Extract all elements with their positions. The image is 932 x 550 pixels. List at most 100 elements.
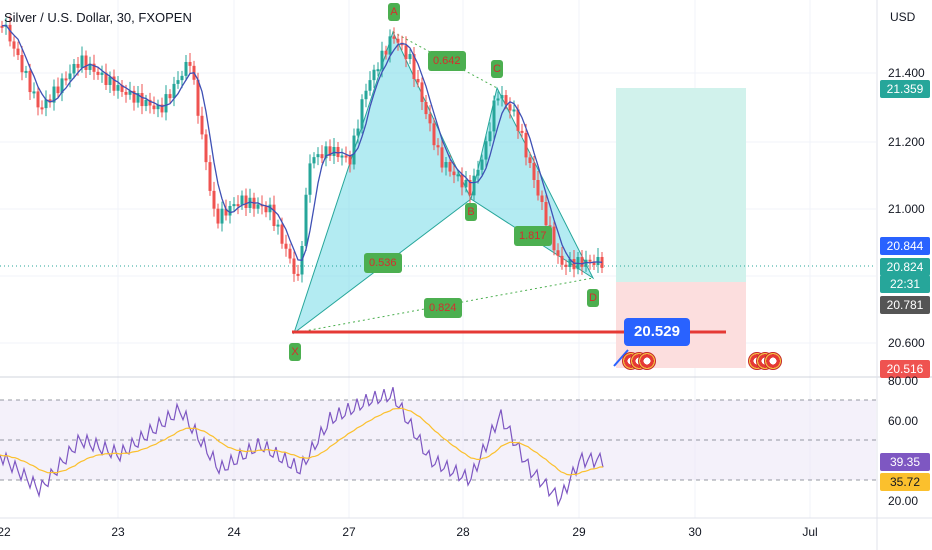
candle-body [172,83,176,99]
candle-body [340,155,344,158]
candle-body [440,147,444,168]
candle-body [32,91,36,94]
pattern-point-x[interactable]: X [289,343,301,361]
price-tick-label: 21.400 [888,66,925,80]
candle-body [40,107,44,110]
candle-body [184,61,188,76]
candle-body [284,243,288,249]
candle-body [160,104,164,113]
candle-body [268,204,272,213]
stop-price-tag: 20.516 [880,360,930,378]
candle-body [148,99,152,106]
candle-body [228,205,232,216]
candle-body [196,79,200,116]
candle-body [188,61,192,66]
candle-body [16,48,20,56]
candle-body [232,204,236,207]
candle-body [48,99,52,103]
candle-body [516,109,520,131]
candle-body [348,155,352,165]
pattern-point-d[interactable]: D [587,289,599,307]
candle-body [180,75,184,81]
candle-body [224,208,228,216]
candle-body [248,197,252,208]
candle-body [404,45,408,60]
candle-body [220,208,224,224]
ratio-label-xb[interactable]: 0.536 [364,253,402,273]
candle-body [304,194,308,246]
time-tick-label: 23 [111,525,125,539]
rsi-value-tag: 39.35 [880,453,930,471]
candle-body [552,226,556,251]
candle-body [308,163,312,195]
ratio-label-bd[interactable]: 1.817 [514,226,552,246]
candle-body [556,250,560,256]
ratio-label-xd[interactable]: 0.824 [424,298,462,318]
candle-body [372,69,376,81]
candle-body [456,174,460,177]
ratio-label-ab[interactable]: 0.642 [428,51,466,71]
pattern-point-a[interactable]: A [388,3,400,21]
candle-body [416,79,420,83]
pattern-bcd-triangle[interactable] [470,86,595,280]
candle-body [376,69,380,72]
price-callout[interactable]: 20.529 [624,318,690,346]
symbol-title[interactable]: Silver / U.S. Dollar, 30, FXOPEN [4,10,192,25]
candle-body [92,63,96,72]
candle-body [592,261,596,266]
candle-body [88,63,92,70]
rsi-tick-label: 20.00 [888,494,919,508]
candle-body [124,91,128,95]
candle-body [324,146,328,159]
candle-body [332,146,336,156]
candle-body [152,105,156,110]
candle-body [316,154,320,158]
price-level-tag: 20.781 [880,296,930,314]
candle-body [460,174,464,188]
time-tick-label: 30 [688,525,702,539]
candle-body [560,255,564,265]
candle-body [68,73,72,80]
profit-zone[interactable] [616,88,746,282]
rsi-tick-label: 80.00 [888,374,919,388]
time-tick-label: 22 [0,525,11,539]
candle-body [520,130,524,133]
pattern-point-b[interactable]: B [465,203,477,221]
candle-body [436,145,440,148]
candle-body [420,82,424,102]
candle-body [408,54,412,60]
candle-body [128,90,132,95]
candle-body [208,162,212,191]
candle-body [276,224,280,227]
candle-body [72,63,76,74]
candle-body [384,50,388,55]
candle-body [600,256,604,268]
pattern-point-c[interactable]: C [491,60,503,78]
candle-body [108,76,112,85]
candle-body [76,63,80,68]
currency-label[interactable]: USD [890,10,916,24]
candle-body [140,93,144,107]
candle-body [544,201,548,226]
candle-body [412,54,416,80]
candle-body [240,195,244,205]
candle-body [396,38,400,43]
event-flag-icon[interactable] [764,352,782,370]
time-tick-label: 29 [572,525,586,539]
candle-body [80,55,84,68]
target-price-tag: 21.359 [880,80,930,98]
price-tick-label: 20.600 [888,336,925,350]
candle-body [264,206,268,213]
pattern-dotted-legs [293,31,594,334]
candle-body [168,94,172,99]
time-tick-label: 27 [342,525,356,539]
candle-body [104,72,108,85]
candle-body [504,95,508,105]
candlestick-series[interactable] [0,15,604,283]
rsi-line [0,387,604,507]
price-level-tag: 20.844 [880,237,930,255]
candle-body [272,204,276,226]
candle-body [588,259,592,262]
event-flag-icon[interactable] [638,352,656,370]
